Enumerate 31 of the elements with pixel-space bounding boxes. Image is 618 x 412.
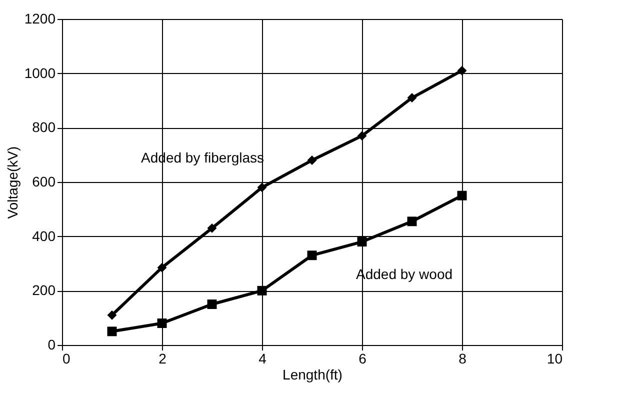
y-tick-label: 800 [32,119,56,136]
point [407,93,417,103]
y-tick-label: 200 [32,282,56,298]
point [307,250,317,260]
point [307,156,317,166]
point [257,182,267,192]
point [457,66,467,76]
y-tick-label: 1200 [24,10,56,26]
x-tick-label: 10 [546,350,563,366]
y-tick-label: 400 [32,228,56,244]
x-tick-label: 6 [358,350,367,366]
x-axis-title: Length(ft) [282,366,342,382]
y-tick-label: 0 [48,336,56,352]
y-axis-title: Voltage(kV) [4,146,20,219]
x-tick-label: 2 [158,350,167,366]
point [107,310,117,320]
point [157,318,167,328]
point [457,190,467,200]
point [357,131,367,141]
point [207,300,217,309]
point [207,223,217,233]
x-tick-label: 0 [62,350,70,366]
point [157,262,167,272]
x-tick-label: 4 [258,350,267,366]
y-tick-label: 600 [32,174,56,190]
x-tick-label: 8 [458,350,467,366]
point [357,237,367,247]
y-tick-label: 1000 [24,64,56,81]
point [107,326,117,336]
point [257,286,267,296]
point [407,216,417,226]
